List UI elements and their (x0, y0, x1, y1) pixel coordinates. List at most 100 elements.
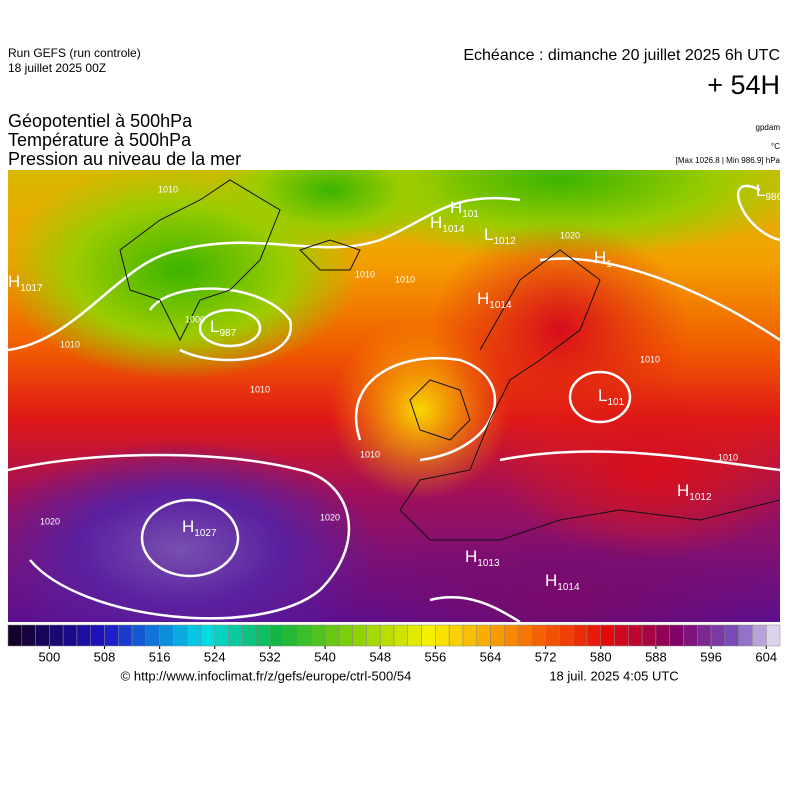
colorbar-cell (586, 624, 602, 647)
center-value: 1012 (689, 492, 712, 503)
center-value: 1013 (477, 558, 500, 569)
unit: °C (771, 142, 780, 151)
center-value: 1017 (20, 283, 43, 294)
colorbar-cell (545, 624, 560, 647)
colorbar-label: 556 (425, 649, 447, 664)
pressure-center: H1012 (677, 481, 712, 502)
center-letter: L (210, 317, 219, 336)
colorbar-cell (311, 624, 326, 647)
colorbar-label: 500 (39, 649, 61, 664)
colorbar-cell (765, 624, 781, 647)
colorbar-cell (242, 624, 257, 647)
contour-label: 1020 (40, 516, 60, 526)
contour-label: 1000 (185, 314, 205, 324)
pressure-center: H101 (450, 198, 479, 219)
colorbar-cell (35, 624, 50, 647)
center-value: 1 (606, 259, 612, 270)
contour-label: 1010 (640, 354, 660, 364)
colorbar-cell (62, 624, 78, 647)
colorbar-cell (324, 624, 340, 647)
colorbar-cell (186, 624, 202, 647)
pressure-center: H1027 (182, 517, 217, 538)
title: Pression au niveau de la mer (8, 149, 241, 169)
pressure-center: H1014 (430, 213, 465, 234)
center-value: 1014 (557, 582, 580, 593)
map (8, 170, 780, 622)
pressure-center: L1012 (484, 225, 516, 246)
colorbar-cell (559, 624, 574, 647)
pressure-center: H1014 (545, 571, 580, 592)
pressure-center: L101 (598, 386, 625, 407)
center-value: 986 (765, 192, 782, 203)
colorbar-cell (517, 624, 533, 647)
colorbar-cell (407, 624, 422, 647)
colorbar-label: 588 (645, 649, 667, 664)
colorbar-cell (655, 624, 670, 647)
colorbar-cell (752, 624, 767, 647)
contour-label: 1020 (320, 512, 340, 522)
center-value: 987 (219, 328, 236, 339)
pressure-center: H1017 (8, 272, 43, 293)
center-letter: H (182, 517, 194, 536)
colorbar-cell (448, 624, 464, 647)
center-letter: L (484, 225, 493, 244)
colorbar-cell (214, 624, 229, 647)
title: Géopotentiel à 500hPa (8, 111, 193, 131)
contour-label: 1010 (355, 269, 375, 279)
colorbar-cell (738, 624, 753, 647)
colorbar-cell (118, 624, 133, 647)
colorbar-cell (628, 624, 643, 647)
center-value: 101 (607, 397, 624, 408)
colorbar-cell (724, 624, 739, 647)
contour-label: 1010 (360, 449, 380, 459)
colorbar-cell (131, 624, 147, 647)
contour-label: 1010 (718, 452, 738, 462)
colorbar-label: 532 (259, 649, 281, 664)
colorbar-cell (200, 624, 216, 647)
center-value: 1012 (493, 236, 516, 247)
colorbar-cell (228, 624, 243, 647)
colorbar-cell (159, 624, 174, 647)
colorbar-cell (697, 624, 712, 647)
colorbar-cell (338, 624, 353, 647)
colorbar-label: 540 (314, 649, 336, 664)
colorbar-cell (90, 624, 105, 647)
colorbar-cell (435, 624, 450, 647)
colorbar-label: 580 (590, 649, 612, 664)
colorbar-cell (614, 624, 629, 647)
colorbar-cell (531, 624, 546, 647)
contour-label: 1010 (250, 384, 270, 394)
colorbar-cell (104, 624, 119, 647)
colorbar-cell (476, 624, 491, 647)
colorbar-cell (145, 624, 160, 647)
colorbar-cell (366, 624, 381, 647)
center-letter: H (594, 248, 606, 267)
colorbar-label: 508 (94, 649, 116, 664)
colorbar-cell (572, 624, 588, 647)
valid-time: Echéance : dimanche 20 juillet 2025 6h U… (463, 47, 780, 64)
colorbar-cell (710, 624, 726, 647)
colorbar-cell (393, 624, 409, 647)
unit: gpdam (756, 123, 781, 132)
colorbar-label: 572 (535, 649, 557, 664)
pressure-center: H1013 (465, 547, 500, 568)
pressure-center: H1014 (477, 289, 512, 310)
colorbar-cell (462, 624, 477, 647)
colorbar-cell (255, 624, 271, 647)
center-letter: H (450, 198, 462, 217)
colorbar-label: 524 (204, 649, 226, 664)
colorbar-cell (641, 624, 657, 647)
colorbar-cell (21, 624, 36, 647)
center-letter: H (545, 571, 557, 590)
pressure-center: H1 (594, 248, 612, 269)
run: Run GEFS (run controle) (8, 46, 141, 60)
colorbar-cell (669, 624, 684, 647)
center-letter: H (477, 289, 489, 308)
center-letter: H (430, 213, 442, 232)
contour-label: 1010 (158, 184, 178, 194)
colorbar-cell (379, 624, 395, 647)
center-letter: H (677, 481, 689, 500)
colorbar-cell (76, 624, 91, 647)
colorbar-cell (49, 624, 64, 647)
